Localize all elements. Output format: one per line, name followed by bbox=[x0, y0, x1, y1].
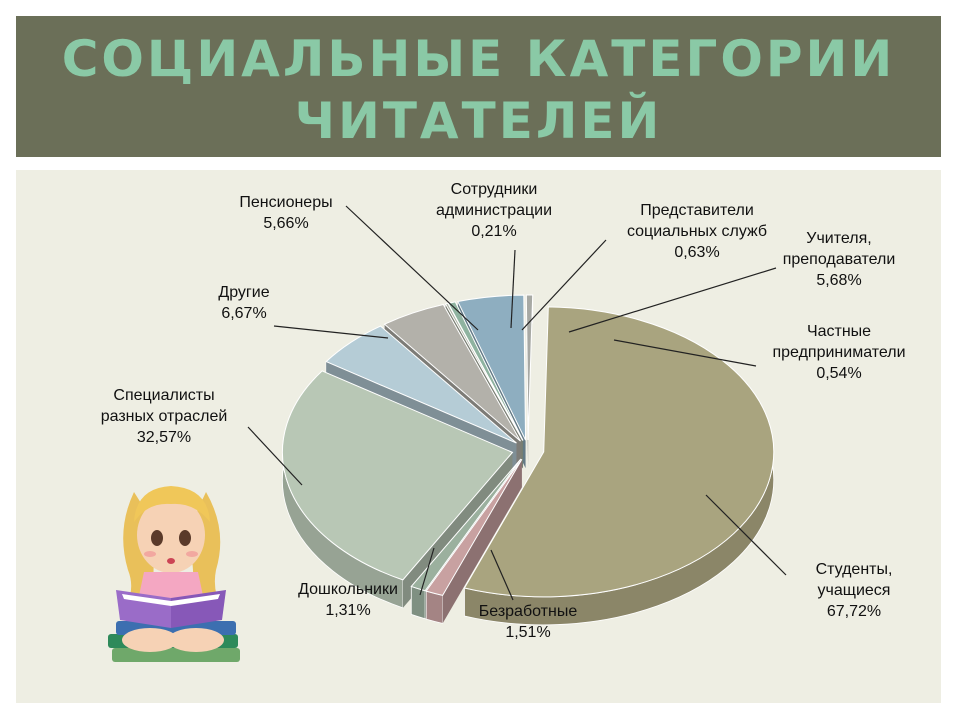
leader-line-5 bbox=[345, 205, 479, 331]
pie-slice-4 bbox=[325, 325, 517, 444]
leader-line-2 bbox=[419, 547, 435, 596]
pie-slice-5 bbox=[383, 303, 521, 442]
leader-line-8 bbox=[568, 267, 777, 333]
leader-line-9 bbox=[613, 339, 757, 367]
slice-value-1: 1,51% bbox=[505, 624, 550, 641]
pie-slice-2 bbox=[410, 458, 522, 592]
slice-label-9-0: Частные bbox=[807, 323, 871, 340]
pie-slice-side-1 bbox=[425, 590, 444, 624]
slice-value-6: 0,21% bbox=[471, 223, 516, 240]
slice-label-5-0: Пенсионеры bbox=[239, 194, 332, 211]
pie-slice-1 bbox=[425, 458, 523, 596]
slice-labels: Студенты, учащиеся 67,72% Безработные 1,51% Д… bbox=[101, 181, 906, 641]
slice-value-8: 5,68% bbox=[816, 272, 861, 289]
pie-slice-3 bbox=[281, 370, 514, 581]
leader-line-7 bbox=[521, 239, 607, 331]
title-banner: СОЦИАЛЬНЫЕ КАТЕГОРИИ ЧИТАТЕЛЕЙ bbox=[16, 16, 941, 157]
title-line-1: СОЦИАЛЬНЫЕ КАТЕГОРИИ bbox=[61, 30, 896, 88]
slice-label-0-1: учащиеся bbox=[818, 582, 891, 599]
slice-label-8-0: Учителя, bbox=[806, 230, 871, 247]
pie-slice-side-2 bbox=[410, 585, 426, 620]
pie-slice-0 bbox=[463, 306, 775, 598]
slice-label-6-0: Сотрудники bbox=[451, 181, 538, 198]
slice-value-5: 5,66% bbox=[263, 215, 308, 232]
reading-girl-illustration bbox=[108, 486, 240, 662]
leader-line-3 bbox=[247, 426, 303, 486]
slice-label-9-1: предприниматели bbox=[772, 344, 905, 361]
slice-value-4: 6,67% bbox=[221, 305, 266, 322]
slice-label-3-0: Специалисты bbox=[113, 387, 214, 404]
pie-slice-9 bbox=[525, 294, 534, 441]
leader-line-1 bbox=[490, 549, 514, 601]
slice-label-2-0: Дошкольники bbox=[298, 581, 398, 598]
slice-label-8-1: преподаватели bbox=[783, 251, 896, 268]
slice-value-0: 67,72% bbox=[827, 603, 881, 620]
pie-slice-wall-1 bbox=[442, 459, 522, 624]
slice-label-6-1: администрации bbox=[436, 202, 552, 219]
slice-value-2: 1,31% bbox=[325, 602, 370, 619]
leader-lines bbox=[247, 205, 787, 601]
pie-slice-6 bbox=[444, 302, 524, 441]
slice-value-7: 0,63% bbox=[674, 244, 719, 261]
slice-label-3-1: разных отраслей bbox=[101, 408, 228, 425]
pie-slice-8 bbox=[457, 294, 527, 441]
slice-value-3: 32,57% bbox=[137, 429, 191, 446]
leader-line-0 bbox=[705, 494, 787, 576]
slice-label-1-0: Безработные bbox=[479, 603, 578, 620]
leader-line-4 bbox=[273, 325, 389, 339]
pie-chart: Студенты, учащиеся 67,72% Безработные 1,51% Д… bbox=[101, 181, 906, 662]
title-line-2: ЧИТАТЕЛЕЙ bbox=[294, 92, 663, 150]
leader-line-6 bbox=[510, 249, 516, 329]
pie-slices bbox=[281, 294, 775, 626]
slice-value-9: 0,54% bbox=[816, 365, 861, 382]
slice-label-0-0: Студенты, bbox=[816, 561, 893, 578]
slice-label-7-1: социальных служб bbox=[627, 223, 767, 240]
slice-label-4-0: Другие bbox=[218, 284, 269, 301]
page-title: СОЦИАЛЬНЫЕ КАТЕГОРИИ ЧИТАТЕЛЕЙ bbox=[16, 28, 941, 152]
slice-label-7-0: Представители bbox=[640, 202, 754, 219]
